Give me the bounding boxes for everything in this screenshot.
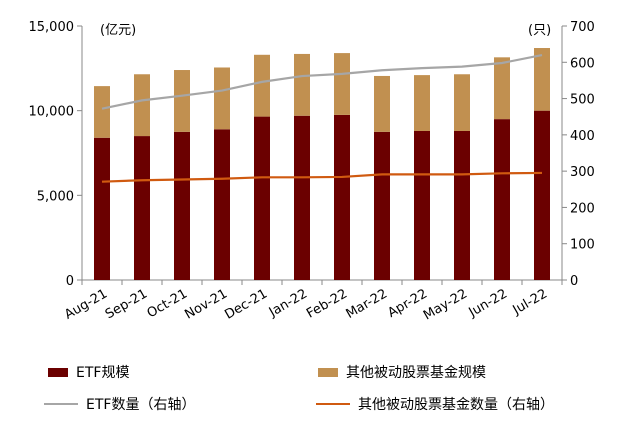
legend-item-etf-count: ETF数量（右轴） [44, 394, 195, 414]
chart: 0 5,000 10,000 15,000 0 100 200 300 400 500 600 700… [29, 20, 595, 323]
bar-etf-size [254, 116, 270, 281]
x-tick-label: Feb-22 [304, 286, 350, 321]
left-axis-unit: (亿元) [100, 23, 136, 38]
bar-other-size [254, 54, 270, 117]
line-other-count [101, 171, 543, 183]
legend-item-other-size: 其他被动股票基金规模 [318, 362, 486, 382]
left-tick-label: 15,000 [29, 20, 75, 35]
bar-etf-size [494, 119, 510, 280]
legend-swatch-etf-size [48, 367, 68, 377]
legend-item-other-count: 其他被动股票基金数量（右轴） [316, 394, 554, 414]
line-etf-count [101, 53, 543, 110]
right-tick-label: 300 [570, 165, 595, 180]
right-tick-label: 200 [570, 201, 595, 216]
legend-label-etf-count: ETF数量（右轴） [86, 397, 196, 413]
lines [101, 53, 543, 183]
legend-swatch-etf-count [44, 403, 78, 405]
bar-etf-size [294, 115, 310, 280]
x-tick-label: Jul-22 [510, 286, 550, 318]
right-tick-label: 500 [570, 93, 595, 108]
x-tick-label: Nov-21 [182, 286, 230, 322]
bar-other-size [334, 53, 350, 115]
bar-etf-size [374, 131, 390, 280]
right-tick-label: 400 [570, 129, 595, 144]
right-tick-label: 100 [570, 238, 595, 253]
x-tick-label: Dec-21 [222, 286, 270, 322]
x-tick-label: Jan-22 [266, 286, 310, 320]
legend-item-etf-size: ETF规模 [48, 362, 129, 382]
x-tick-label: Jun-22 [466, 286, 510, 320]
bar-other-size [214, 67, 230, 130]
legend-swatch-other-size [318, 367, 338, 377]
left-tick-label: 10,000 [29, 105, 75, 120]
bar-etf-size [334, 114, 350, 281]
bar-etf-size [214, 129, 230, 280]
left-tick-label: 0 [66, 274, 74, 289]
bar-other-size [374, 75, 390, 132]
legend-label-other-count: 其他被动股票基金数量（右轴） [358, 397, 554, 413]
bar-etf-size [414, 130, 430, 280]
bar-etf-size [174, 131, 190, 280]
bar-other-size [414, 75, 430, 131]
x-tick-label: Oct-21 [145, 286, 190, 321]
x-tick-label: Mar-22 [344, 286, 390, 321]
legend-label-other-size: 其他被动股票基金规模 [346, 365, 486, 381]
bar-etf-size [454, 130, 470, 280]
x-tick-label: Sep-21 [103, 286, 150, 322]
bar-other-size [94, 86, 110, 138]
bar-etf-size [534, 110, 550, 281]
x-tick-label: Aug-21 [62, 286, 110, 322]
bar-other-size [454, 74, 470, 131]
bars [94, 48, 550, 281]
bar-other-size [134, 74, 150, 137]
right-tick-label: 0 [570, 274, 578, 289]
axes [77, 25, 567, 285]
right-axis-unit: (只) [528, 23, 551, 38]
legend-label-etf-size: ETF规模 [76, 365, 130, 381]
right-tick-label: 600 [570, 56, 595, 71]
x-tick-label: May-22 [421, 286, 470, 323]
bar-other-size [534, 48, 550, 111]
bar-etf-size [134, 136, 150, 280]
bar-other-size [494, 57, 510, 120]
left-tick-label: 5,000 [37, 189, 74, 204]
bar-other-size [294, 53, 310, 116]
legend-swatch-other-count [316, 403, 350, 405]
right-tick-label: 700 [570, 20, 595, 35]
legend: ETF规模 其他被动股票基金规模 ETF数量（右轴） 其他被动股票基金数量（右轴… [0, 340, 629, 438]
bar-other-size [174, 70, 190, 132]
bar-etf-size [94, 137, 110, 280]
